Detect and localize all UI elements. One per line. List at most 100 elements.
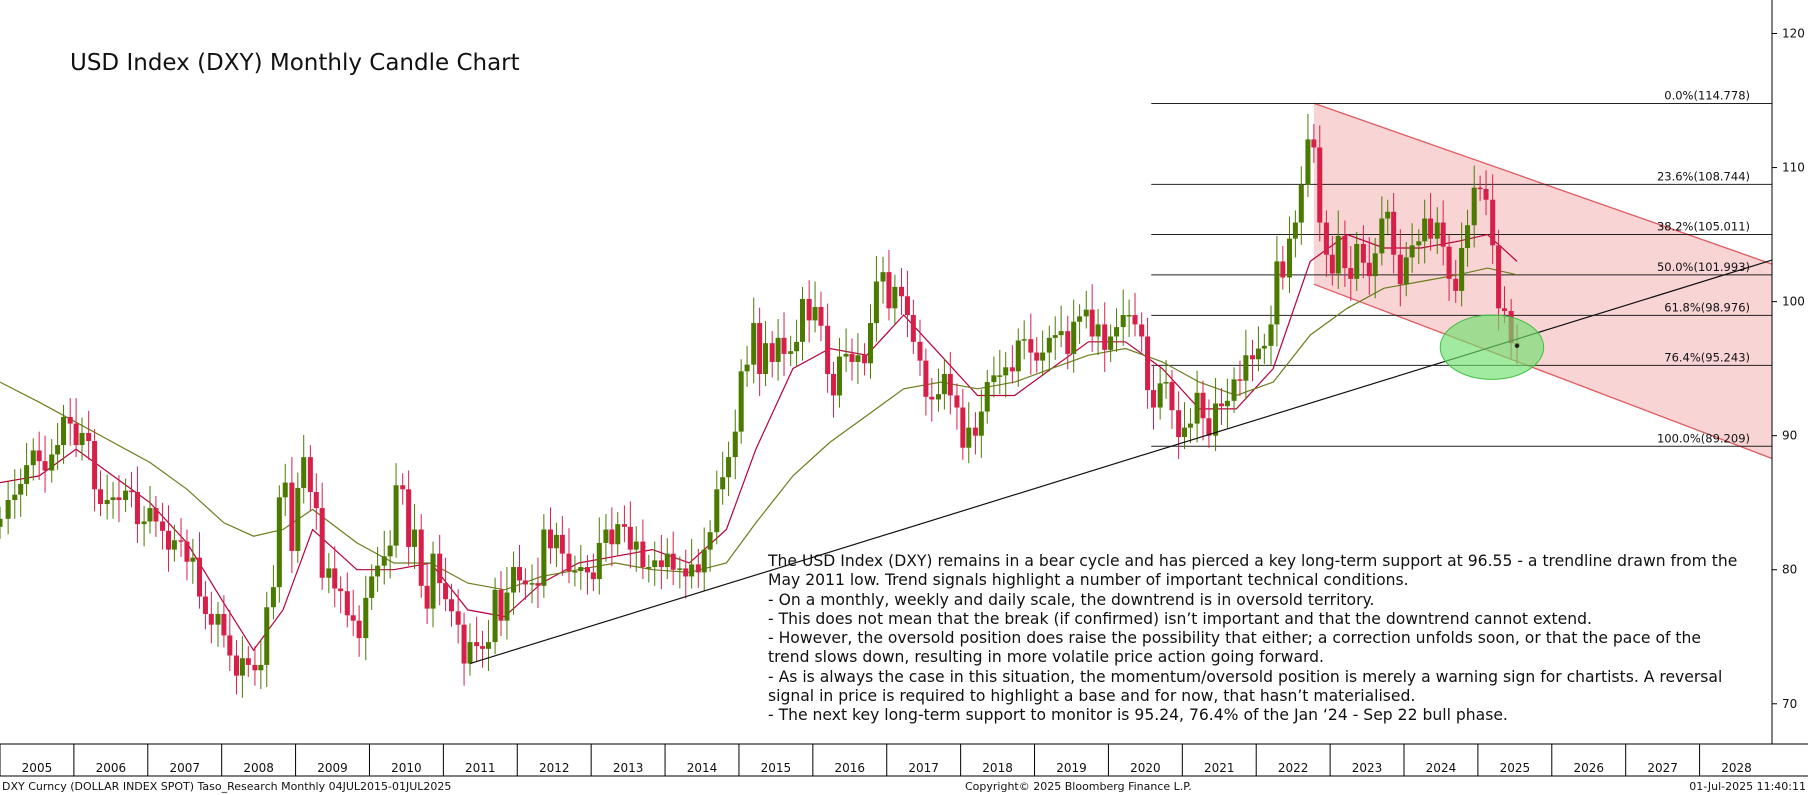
x-tick-label: 2010	[391, 761, 422, 775]
fib-level-label: 61.8%(98.976)	[1664, 300, 1750, 314]
candle-body	[1305, 139, 1311, 185]
candle-body	[898, 286, 905, 297]
candle-body	[1298, 184, 1304, 223]
candle-body	[1354, 243, 1360, 279]
candle-body	[849, 353, 855, 362]
candle-body	[153, 508, 159, 522]
fib-level-label: 50.0%(101.993)	[1657, 260, 1750, 274]
candle-body	[1465, 225, 1471, 248]
candle-body	[97, 489, 104, 505]
x-tick-label: 2013	[613, 761, 644, 775]
candle-body	[252, 664, 258, 671]
candle-body	[393, 485, 399, 546]
candle-body	[369, 576, 375, 598]
candle-body	[1335, 235, 1341, 274]
x-tick-label: 2027	[1647, 761, 1678, 775]
candle-body	[843, 353, 849, 357]
candle-body	[178, 540, 184, 542]
x-tick-label: 2023	[1352, 761, 1383, 775]
candle-body	[350, 615, 356, 621]
candle-body	[1169, 382, 1175, 411]
candle-body	[129, 490, 135, 493]
candle-body	[418, 529, 424, 586]
candle-body	[788, 351, 794, 354]
candle-body	[319, 508, 325, 578]
candle-body	[202, 596, 208, 614]
candle-body	[1416, 241, 1422, 246]
commentary-line: - On a monthly, weekly and daily scale, …	[768, 590, 1375, 609]
candle-body	[332, 568, 338, 589]
candle-body	[12, 494, 18, 501]
candle-body	[171, 540, 177, 550]
candle-body	[947, 374, 953, 396]
x-tick-label: 2005	[22, 761, 53, 775]
candle-body	[954, 395, 960, 408]
candle-body	[917, 341, 923, 361]
candle-body	[1065, 331, 1071, 354]
candle-body	[714, 489, 720, 533]
y-tick-label: 70	[1782, 697, 1797, 711]
candle-body	[991, 375, 997, 383]
candle-body	[1218, 403, 1225, 407]
candle-body	[412, 529, 418, 547]
candle-body	[233, 655, 239, 676]
x-tick-label: 2006	[96, 761, 127, 775]
candle-body	[757, 323, 763, 375]
candle-body	[227, 635, 233, 656]
x-tick-label: 2020	[1130, 761, 1161, 775]
candle-body	[344, 591, 350, 616]
candle-body	[363, 597, 369, 639]
candle-body	[326, 568, 332, 578]
candle-body	[867, 323, 874, 364]
candle-body	[104, 500, 110, 505]
candle-body	[1102, 324, 1108, 350]
candle-body	[49, 454, 55, 471]
candle-body	[1157, 383, 1163, 408]
candle-body	[116, 497, 122, 501]
candle-body	[997, 375, 1003, 377]
candle-body	[670, 553, 676, 570]
candle-body	[806, 298, 812, 321]
candle-body	[24, 465, 30, 484]
candle-body	[1071, 321, 1077, 354]
candle-body	[738, 371, 744, 432]
candle-body	[1163, 382, 1169, 384]
candle-body	[781, 337, 787, 354]
candle-body	[1286, 238, 1292, 278]
support-break-highlight	[1439, 314, 1545, 380]
candle-body	[904, 296, 910, 316]
channel-upper-line	[1313, 102, 1773, 265]
candle-body	[1261, 345, 1267, 349]
x-tick-label: 2024	[1426, 761, 1457, 775]
candle-body	[1372, 253, 1378, 277]
candle-body	[972, 427, 978, 436]
candle-body	[1477, 187, 1483, 190]
candle-body	[516, 567, 523, 581]
candle-body	[880, 272, 886, 282]
chart-title: USD Index (DXY) Monthly Candle Chart	[70, 50, 520, 76]
x-tick-label: 2021	[1204, 761, 1235, 775]
candle-body	[732, 431, 738, 458]
candle-body	[1490, 199, 1496, 246]
candle-body	[978, 411, 984, 436]
y-tick-label: 90	[1782, 429, 1797, 443]
long-term-trendline	[469, 259, 1773, 665]
candle-body	[443, 583, 449, 600]
candle-body	[110, 497, 116, 501]
candle-body	[1440, 222, 1446, 247]
channel-lower-line	[1313, 283, 1773, 460]
x-tick-label: 2011	[465, 761, 496, 775]
candle-body	[245, 658, 251, 665]
candle-body	[763, 343, 769, 375]
y-tick-label: 80	[1782, 563, 1797, 577]
candle-body	[1496, 245, 1502, 309]
candle-body	[892, 286, 898, 309]
candle-body	[498, 589, 504, 621]
candle-body	[646, 567, 652, 569]
candle-body	[559, 534, 565, 554]
candle-body	[1255, 348, 1261, 360]
candle-body	[1434, 222, 1440, 239]
y-tick-label: 100	[1782, 295, 1805, 309]
candle-body	[825, 325, 831, 375]
